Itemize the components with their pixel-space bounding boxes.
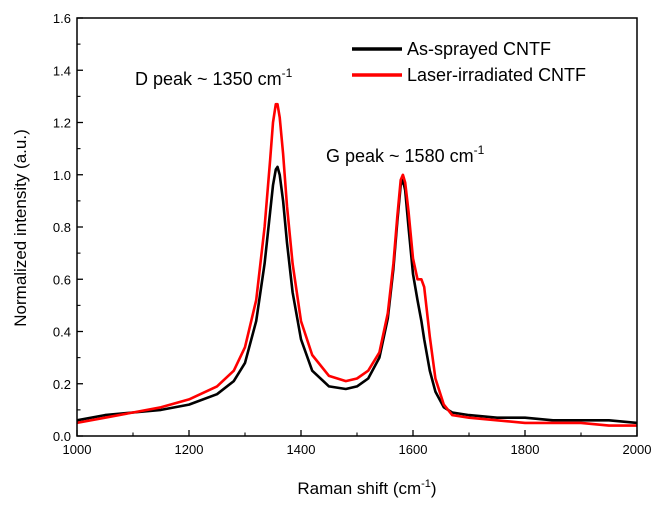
legend-label-laser-irradiated: Laser-irradiated CNTF [407, 65, 586, 85]
y-tick-label: 1.6 [53, 11, 71, 26]
annotation-g-peak-text: G peak ~ 1580 cm [326, 146, 474, 166]
x-tick-label: 1200 [175, 442, 204, 457]
series-line-as-sprayed [76, 165, 638, 425]
x-axis-title-tail: ) [431, 479, 437, 498]
y-tick-label: 0.6 [53, 272, 71, 287]
y-tick-label: 0.8 [53, 220, 71, 235]
annotation-d-peak: D peak ~ 1350 cm-1 [135, 66, 293, 89]
y-tick-label: 1.4 [53, 63, 71, 78]
legend: As-sprayed CNTF Laser-irradiated CNTF [352, 39, 586, 85]
x-axis-title-sup: -1 [421, 478, 431, 490]
y-tick-label: 1.0 [53, 168, 71, 183]
x-tick-label: 1600 [399, 442, 428, 457]
y-tick-label: 0.2 [53, 377, 71, 392]
annotation-g-peak: G peak ~ 1580 cm-1 [326, 143, 485, 166]
series-line-laser-irradiated [76, 102, 637, 427]
annotation-g-peak-sup: -1 [474, 143, 485, 157]
y-tick-label: 0.4 [53, 325, 71, 340]
legend-label-as-sprayed: As-sprayed CNTF [407, 39, 551, 59]
x-axis-title-main: Raman shift (cm [297, 479, 421, 498]
y-tick-label: 1.2 [53, 116, 71, 131]
x-tick-label: 1000 [63, 442, 92, 457]
series-layer [76, 102, 638, 427]
y-tick-label: 0.0 [53, 429, 71, 444]
x-tick-label: 2000 [623, 442, 652, 457]
y-axis-title: Normalized intensity (a.u.) [11, 129, 30, 326]
annotation-d-peak-text: D peak ~ 1350 cm [135, 69, 282, 89]
x-tick-label: 1400 [287, 442, 316, 457]
tick-layer: 1000 1200 1400 1600 1800 2000 0.0 0.2 0.4 0.6 0.8 1… [53, 11, 652, 457]
x-axis-title: Raman shift (cm-1) [297, 478, 436, 498]
x-tick-label: 1800 [511, 442, 540, 457]
annotation-d-peak-sup: -1 [282, 66, 293, 80]
